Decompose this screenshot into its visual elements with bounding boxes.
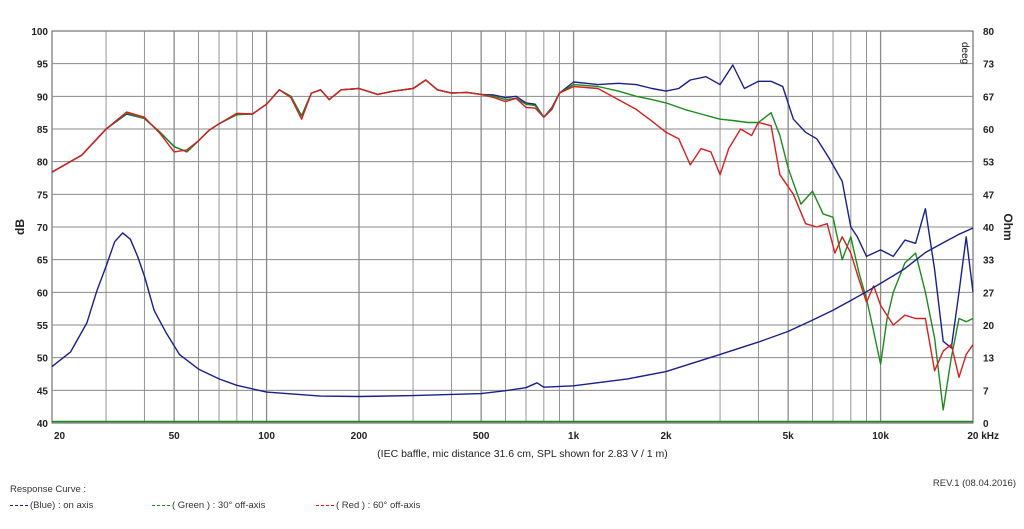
y-left-tick-label: 45 (37, 386, 49, 397)
y-right-tick-label: 0 (983, 419, 989, 430)
y-left-tick-label: 75 (37, 190, 49, 201)
legend-swatch-green (152, 504, 170, 506)
y-right-tick-label: 27 (983, 288, 995, 299)
y-right-tick-label: 33 (983, 256, 995, 267)
y-left-tick-label: 60 (37, 288, 49, 299)
x-tick-label: 50 (169, 431, 181, 442)
x-tick-label: 200 (351, 431, 368, 442)
legend-item-red: ( Red ) : 60° off-axis (316, 500, 420, 511)
y-right-tick-label: 67 (983, 92, 995, 103)
legend-label-green: ( Green ) : 30° off-axis (172, 500, 266, 511)
x-tick-label: 5k (783, 431, 795, 442)
y-right-tick-label: 73 (983, 60, 995, 71)
chart-caption: (IEC baffle, mic distance 31.6 cm, SPL s… (377, 448, 668, 460)
legend-item-green: ( Green ) : 30° off-axis (152, 500, 265, 511)
x-tick-label: 10k (872, 431, 889, 442)
corner-tag: deeg (959, 42, 970, 64)
y-right-tick-label: 60 (983, 125, 995, 136)
legend-item-blue: (Blue) : on axis (10, 500, 93, 511)
chart-axes: 1009590858075706560555045408073676053474… (31, 27, 999, 442)
legend-label-red: ( Red ) : 60° off-axis (336, 500, 421, 511)
y-right-tick-label: 7 (983, 386, 989, 397)
y-left-tick-label: 40 (37, 419, 49, 430)
y-left-tick-label: 65 (37, 256, 49, 267)
y-right-tick-label: 40 (983, 223, 995, 234)
legend-swatch-blue (10, 504, 28, 506)
x-tick-label: 20 kHz (967, 431, 999, 442)
y-left-tick-label: 90 (37, 92, 49, 103)
y-axis-left-title: dB (13, 219, 27, 235)
x-tick-label: 500 (473, 431, 490, 442)
legend-label-blue: (Blue) : on axis (30, 500, 94, 511)
y-left-tick-label: 50 (37, 354, 49, 365)
x-tick-label: 1k (568, 431, 580, 442)
series-line-60-off-axis (51, 79, 974, 378)
y-right-tick-label: 47 (983, 190, 995, 201)
revision-label: REV.1 (08.04.2016) (932, 478, 1016, 489)
y-left-tick-label: 85 (37, 125, 49, 136)
y-left-tick-label: 100 (31, 27, 48, 38)
series-line-impedance (51, 227, 974, 398)
y-right-tick-label: 53 (983, 158, 995, 169)
y-right-tick-label: 13 (983, 354, 995, 365)
legend-swatch-red (316, 504, 334, 506)
y-right-tick-label: 80 (983, 27, 995, 38)
x-tick-label: 2k (660, 431, 672, 442)
y-left-tick-label: 95 (37, 60, 49, 71)
y-right-tick-label: 20 (983, 321, 995, 332)
y-left-tick-label: 70 (37, 223, 49, 234)
y-left-tick-label: 80 (37, 158, 49, 169)
legend-heading: Response Curve : (10, 484, 87, 495)
y-left-tick-label: 55 (37, 321, 49, 332)
y-axis-right-title: Ohm (1001, 213, 1015, 240)
chart-series (51, 64, 974, 423)
x-tick-label: 20 (54, 431, 66, 442)
x-tick-label: 100 (258, 431, 275, 442)
